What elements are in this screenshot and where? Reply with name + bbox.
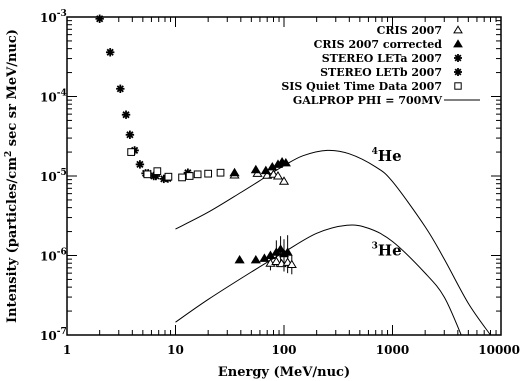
- curve-label: 3He: [372, 242, 402, 260]
- y-tick-label: 10-4: [40, 89, 67, 105]
- curve-label-element: He: [378, 147, 402, 165]
- point-square-open: [143, 170, 152, 179]
- point-square-open: [178, 173, 186, 182]
- y-tick-base: 10: [40, 250, 57, 264]
- point-square-open: [127, 148, 135, 156]
- point-triangle-filled: [280, 157, 291, 167]
- y-tick-exp: -7: [57, 327, 67, 337]
- y-tick-exp: -3: [57, 9, 67, 19]
- legend-label: CRIS 2007: [377, 24, 442, 37]
- point-asterisk: [116, 84, 125, 93]
- x-tick-labels: 1 10 100 1000 10000: [63, 343, 520, 357]
- model-curve: [175, 224, 462, 335]
- point-triangle-open: [286, 259, 297, 269]
- curve-label-mass: 4: [372, 147, 378, 157]
- y-tick-labels: 10-710-610-510-410-3: [40, 9, 67, 343]
- axis-ticks: [66, 17, 501, 336]
- y-tick-exp: -6: [57, 248, 67, 258]
- point-triangle-open: [272, 171, 284, 180]
- x-tick-label: 10: [167, 343, 184, 357]
- point-asterisk: [135, 160, 145, 169]
- point-asterisk: [125, 130, 135, 139]
- point-triangle-open: [271, 256, 282, 266]
- y-tick-base: 10: [40, 329, 57, 343]
- point-asterisk: [105, 48, 115, 57]
- point-triangle-filled: [453, 39, 463, 48]
- point-asterisk: [121, 110, 131, 119]
- data-points: [95, 14, 297, 269]
- legend-label: GALPROP PHI = 700MV: [293, 94, 443, 107]
- point-square-open: [193, 170, 202, 179]
- point-triangle-open: [453, 25, 463, 34]
- point-triangle-filled: [282, 247, 293, 256]
- x-tick-label: 1: [63, 343, 71, 357]
- x-tick-label: 10000: [478, 343, 520, 357]
- model-curve: [175, 149, 491, 335]
- point-triangle-filled: [234, 254, 245, 264]
- y-axis-title-rest: sec sr MeV/nuc): [5, 29, 20, 151]
- point-triangle-filled: [250, 254, 261, 264]
- point-triangle-open: [278, 176, 290, 185]
- x-tick-label: 1000: [376, 343, 409, 357]
- point-square-open: [164, 172, 173, 181]
- y-tick-label: 10-5: [40, 168, 67, 184]
- point-triangle-filled: [250, 164, 261, 174]
- y-tick-label: 10-3: [40, 9, 67, 25]
- point-square-open: [216, 168, 225, 177]
- x-tick-label: 100: [271, 343, 296, 357]
- legend-label: STEREO LETb 2007: [320, 66, 442, 79]
- y-tick-base: 10: [40, 91, 57, 105]
- point-square-open: [204, 169, 213, 178]
- legend-label: STEREO LETa 2007: [322, 52, 442, 65]
- y-axis-title-main: Intensity (particles/cm: [5, 157, 20, 323]
- point-square-open: [185, 172, 194, 180]
- point-square-open: [454, 82, 462, 90]
- y-tick-exp: -4: [57, 89, 67, 99]
- curve-label-element: He: [378, 242, 402, 260]
- point-triangle-filled: [229, 167, 240, 177]
- y-tick-label: 10-7: [40, 327, 67, 343]
- y-tick-base: 10: [40, 11, 57, 25]
- curve-label: 4He: [372, 147, 402, 165]
- legend-label: CRIS 2007 corrected: [314, 38, 443, 51]
- y-tick-label: 10-6: [40, 248, 67, 264]
- point-asterisk: [454, 68, 462, 76]
- x-axis-title: Energy (MeV/nuc): [218, 365, 350, 380]
- point-square-open: [153, 167, 162, 176]
- y-axis-title-sup: 2: [4, 151, 14, 157]
- y-axis-title: Intensity (particles/cm2 sec sr MeV/nuc): [4, 29, 20, 323]
- model-curves: [175, 149, 491, 335]
- y-tick-exp: -5: [57, 168, 67, 178]
- y-tick-base: 10: [40, 170, 57, 184]
- point-triangle-filled: [275, 244, 286, 253]
- curve-label-mass: 3: [372, 242, 378, 252]
- point-asterisk: [454, 54, 462, 62]
- legend-label: SIS Quiet Time Data 2007: [281, 80, 442, 93]
